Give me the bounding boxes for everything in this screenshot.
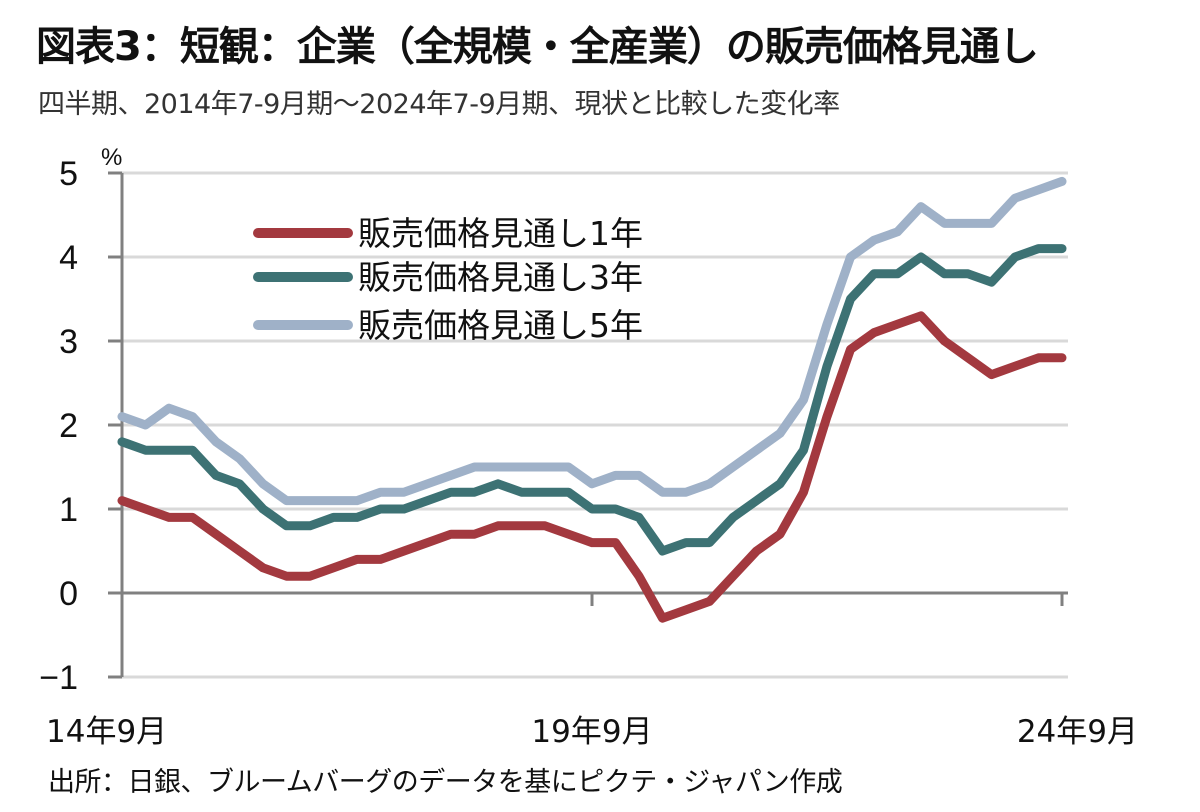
y-tick-label: 3 <box>59 323 78 361</box>
source-note: 出所：日銀、ブルームバーグのデータを基にピクテ・ジャパン作成 <box>48 767 843 798</box>
x-tick-label: 24年9月 <box>1017 714 1138 750</box>
legend-label: 販売価格見通し3年 <box>358 258 643 297</box>
x-tick-label: 14年9月 <box>46 714 167 750</box>
legend-label: 販売価格見通し5年 <box>358 306 643 345</box>
y-tick-label: −1 <box>39 659 78 697</box>
x-tick-label: 19年9月 <box>531 714 652 750</box>
y-axis-ticks: −1 0 1 2 3 4 5 <box>39 155 122 697</box>
series-line <box>117 311 1067 623</box>
series-line <box>117 176 1067 506</box>
chart-title: 図表3：短観：企業（全規模・全産業）の販売価格見通し <box>36 24 1039 70</box>
y-tick-label: 4 <box>59 239 78 277</box>
series-line <box>117 244 1067 556</box>
gridlines <box>122 171 1068 679</box>
y-tick-label: 2 <box>59 407 78 445</box>
y-unit-label: % <box>101 144 122 171</box>
series-lines <box>117 176 1067 623</box>
y-tick-label: 1 <box>59 491 78 529</box>
y-tick-label: 5 <box>59 155 78 193</box>
legend-label: 販売価格見通し1年 <box>358 214 643 253</box>
chart-subtitle: 四半期、2014年7-9月期～2024年7-9月期、現状と比較した変化率 <box>38 89 840 120</box>
x-axis-ticks: 14年9月 19年9月 24年9月 <box>46 593 1138 750</box>
y-tick-label: 0 <box>59 575 78 613</box>
axes <box>120 173 1068 677</box>
